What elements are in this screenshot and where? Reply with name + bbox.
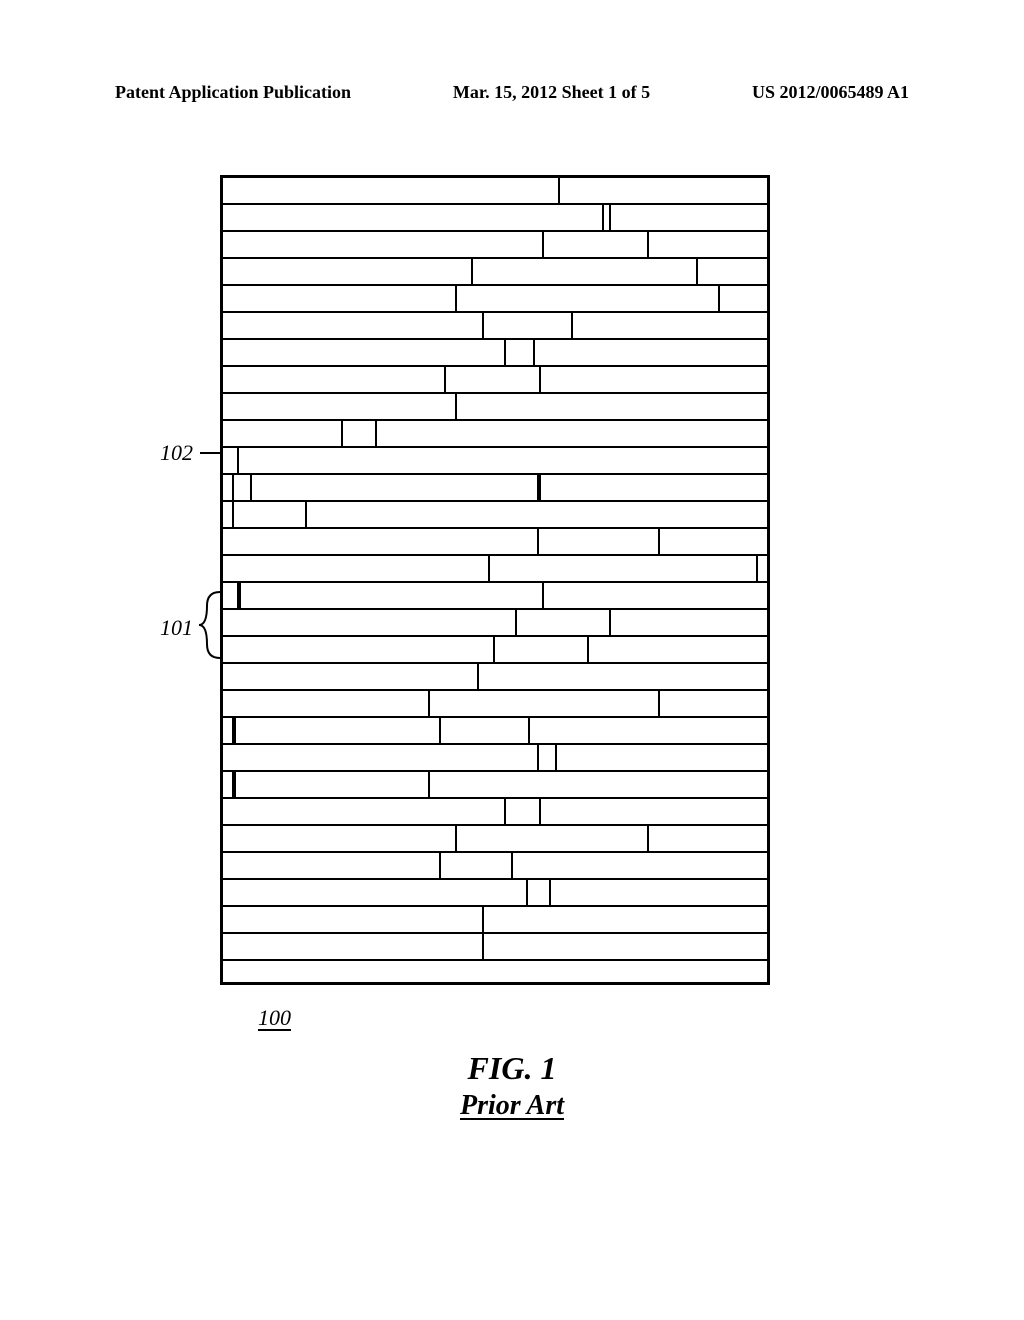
diagram-bar (555, 745, 767, 770)
diagram-bar (223, 529, 539, 554)
bracket-101 (193, 590, 223, 660)
diagram-row (223, 556, 767, 583)
diagram-row (223, 367, 767, 394)
diagram-bar (223, 907, 484, 932)
diagram-row (223, 664, 767, 691)
diagram-bar (234, 772, 430, 797)
diagram-bar (239, 583, 544, 608)
header-center: Mar. 15, 2012 Sheet 1 of 5 (453, 82, 650, 103)
diagram-bar (511, 853, 767, 878)
diagram-bar (571, 313, 767, 338)
diagram-bar (223, 205, 604, 230)
reference-label-102: 102 (160, 440, 193, 466)
diagram-bar (756, 556, 767, 581)
diagram-row (223, 718, 767, 745)
diagram-bar (696, 259, 767, 284)
diagram-bar (658, 529, 767, 554)
diagram-row (223, 286, 767, 313)
diagram-bar (223, 880, 528, 905)
diagram-row (223, 313, 767, 340)
diagram-row (223, 205, 767, 232)
diagram-bar (234, 718, 441, 743)
header-left: Patent Application Publication (115, 82, 351, 103)
reference-label-100: 100 (258, 1005, 291, 1031)
diagram-bar (223, 178, 560, 203)
diagram-bar (223, 826, 457, 851)
diagram-bar (223, 691, 430, 716)
diagram-row (223, 691, 767, 718)
diagram-row (223, 610, 767, 637)
diagram-row (223, 259, 767, 286)
diagram-row (223, 934, 767, 961)
diagram-bar (539, 799, 767, 824)
diagram-row (223, 421, 767, 448)
reference-label-101: 101 (160, 615, 193, 641)
diagram-row (223, 583, 767, 610)
diagram-bar (223, 934, 484, 959)
diagram-bar (647, 826, 767, 851)
diagram-bar (223, 583, 239, 608)
diagram-bar (223, 421, 343, 446)
figure-subcaption: Prior Art (0, 1090, 1024, 1122)
diagram-row (223, 772, 767, 799)
diagram-row (223, 178, 767, 205)
diagram-row (223, 961, 767, 985)
diagram-container (220, 175, 770, 985)
diagram-bar (223, 772, 234, 797)
diagram-row (223, 853, 767, 880)
diagram-bar (223, 610, 517, 635)
page-header: Patent Application Publication Mar. 15, … (0, 82, 1024, 103)
diagram-bar (223, 475, 234, 500)
diagram-row (223, 880, 767, 907)
diagram-row (223, 529, 767, 556)
diagram-row (223, 826, 767, 853)
diagram-bar (223, 637, 495, 662)
header-right: US 2012/0065489 A1 (752, 82, 909, 103)
diagram-bar (658, 691, 767, 716)
figure-caption: FIG. 1 (0, 1050, 1024, 1087)
diagram-bar (223, 718, 234, 743)
diagram-bar (250, 475, 538, 500)
leader-line-102 (200, 452, 222, 454)
diagram-bar (718, 286, 767, 311)
diagram-bar (647, 232, 767, 257)
diagram-bar (375, 421, 767, 446)
diagram-bar (539, 367, 767, 392)
diagram-row (223, 745, 767, 772)
diagram-row (223, 907, 767, 934)
diagram-bar (223, 232, 544, 257)
diagram-bar (609, 205, 767, 230)
diagram-bar (223, 340, 506, 365)
diagram-bar (223, 259, 473, 284)
diagram-frame (220, 175, 770, 985)
diagram-bar (223, 313, 484, 338)
diagram-bar (528, 718, 767, 743)
diagram-bar (587, 637, 767, 662)
diagram-bar (223, 448, 239, 473)
diagram-row (223, 232, 767, 259)
diagram-bar (223, 799, 506, 824)
diagram-bar (609, 610, 767, 635)
diagram-bar (539, 475, 767, 500)
diagram-bar (549, 880, 767, 905)
diagram-row (223, 502, 767, 529)
diagram-bar (533, 340, 767, 365)
diagram-bar (223, 394, 457, 419)
diagram-row (223, 340, 767, 367)
diagram-row (223, 394, 767, 421)
diagram-row (223, 475, 767, 502)
diagram-bar (223, 745, 539, 770)
diagram-row (223, 637, 767, 664)
diagram-bar (223, 664, 479, 689)
diagram-bar (223, 286, 457, 311)
diagram-bar (223, 853, 441, 878)
diagram-bar (305, 502, 767, 527)
diagram-row (223, 448, 767, 475)
diagram-bar (223, 367, 446, 392)
diagram-bar (223, 556, 490, 581)
diagram-bar (223, 502, 234, 527)
diagram-row (223, 799, 767, 826)
